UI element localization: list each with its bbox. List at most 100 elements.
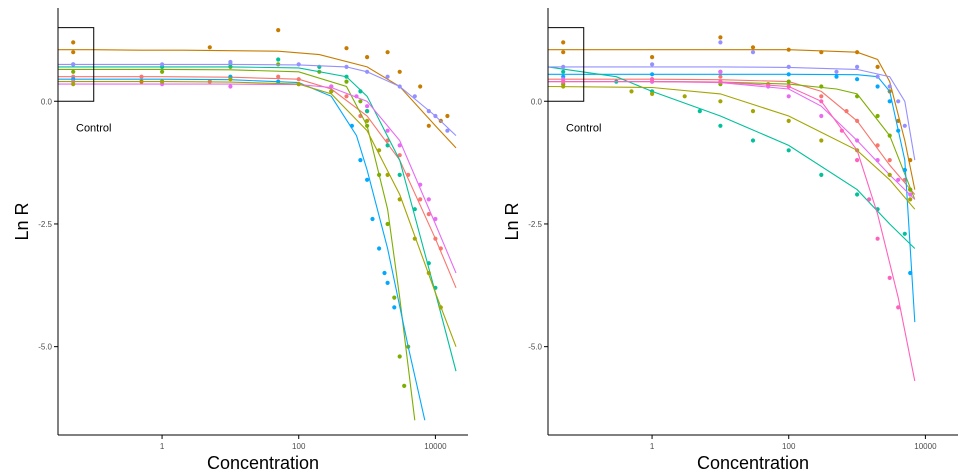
right-data-point-1-5 [819,94,824,99]
left-data-point-4-5 [344,74,349,79]
right-x-ticks: 1 100 10000 [650,435,937,451]
left-data-point-1-11 [406,172,411,177]
left-data-point-3-6 [358,158,363,163]
right-data-point-0-0 [561,50,566,55]
left-x-tick-label-0: 1 [160,442,165,451]
right-data-point-8-3 [786,84,791,89]
left-data-point-6-2 [228,77,233,82]
right-data-point-7-0 [561,64,566,69]
left-data-point-5-10 [426,197,431,202]
left-data-point-1-3 [276,74,281,79]
right-data-point-8-6 [855,158,860,163]
left-data-point-7-11 [445,128,450,133]
left-data-point-5-5 [354,94,359,99]
left-data-point-4-6 [358,89,363,94]
left-data-point-2-12 [402,383,407,388]
right-data-point-3-6 [875,84,880,89]
left-fit-curve-6 [58,81,457,347]
right-data-point-7-6 [855,64,860,69]
right-data-point-4-6 [786,148,791,153]
right-data-point-6-0 [561,84,566,89]
left-data-point-7-3 [296,62,301,67]
right-fit-curve-7 [548,66,916,161]
left-data-point-2-5 [344,79,349,84]
left-data-point-4-9 [397,172,402,177]
right-data-point-3-10 [908,270,913,276]
right-fit-curve-6 [547,85,916,210]
left-data-point-0-10 [426,123,431,128]
right-data-point-6-9 [887,172,892,177]
right-data-point-6-1 [629,89,634,94]
left-fit-curve-0 [58,49,457,149]
left-data-point-4-11 [426,261,431,266]
right-control-label: Control [566,122,601,134]
right-data-point-0-6 [819,50,824,55]
right-data-point-7-3 [750,50,756,55]
left-data-point-2-6 [358,99,363,104]
right-data-point-7-1 [650,62,655,67]
left-data-point-0-3 [207,45,212,50]
left-control-label: Control [76,122,111,134]
right-data-point-8-9 [887,275,892,280]
left-fit-curve-7 [58,63,457,136]
right-data-point-6-7 [819,138,824,143]
right-data-point-6-3 [682,94,687,99]
right-data-point-7-2 [718,40,723,45]
left-data-point-6-11 [438,305,443,310]
left-data-point-2-1 [160,69,165,74]
right-y-axis-title: Ln R [502,202,522,240]
right-data-point-6-5 [750,109,756,114]
right-y-tick-label-0: 0.0 [531,97,543,106]
right-data-point-8-2 [718,79,723,84]
right-data-point-4-3 [697,109,702,114]
right-x-tick-label-1: 100 [782,442,796,451]
left-data-point-0-7 [385,50,390,55]
right-data-point-7-8 [887,84,892,89]
right-panel: Control 0.0 -2.5 -5.0 1 100 10000 Concentrat… [502,8,958,473]
left-data-point-6-8 [397,197,402,202]
left-y-ticks: 0.0 -2.5 -5.0 [38,97,58,352]
right-fit-curve-1 [548,78,916,195]
left-fit-curve-1 [58,76,457,289]
left-data-point-3-9 [377,246,382,251]
right-data-point-5-5 [819,113,824,119]
right-data-marks [547,35,916,382]
left-data-point-0-1 [71,40,76,45]
right-data-point-8-5 [839,128,845,133]
left-data-point-6-6 [377,148,382,153]
left-data-point-0-4 [276,28,281,33]
right-data-point-2-4 [819,84,824,89]
left-data-point-5-6 [365,104,370,109]
left-data-point-0-0 [71,50,76,55]
left-data-point-6-1 [160,79,165,84]
right-fit-curve-5 [548,81,916,200]
left-data-point-5-9 [418,182,423,187]
left-data-point-6-10 [426,270,431,276]
right-data-point-7-7 [875,74,880,79]
left-data-point-1-6 [344,94,349,99]
left-data-point-7-1 [160,62,165,67]
right-data-point-6-2 [650,91,655,96]
right-data-point-0-3 [718,35,723,40]
right-data-point-8-7 [867,197,872,202]
right-y-ticks: 0.0 -2.5 -5.0 [528,97,548,352]
right-data-point-5-6 [855,138,860,143]
left-data-point-4-7 [365,109,370,114]
left-x-tick-label-1: 100 [292,442,306,451]
right-data-point-3-1 [650,72,655,77]
left-data-point-7-4 [344,64,349,69]
left-data-point-5-2 [228,84,233,89]
right-data-point-0-11 [908,158,913,163]
left-data-point-1-4 [296,77,301,82]
right-data-point-4-7 [819,172,824,177]
left-data-point-1-13 [426,212,431,217]
left-data-point-7-9 [426,109,431,114]
right-fit-curve-3 [548,73,916,323]
left-data-point-0-12 [445,113,450,119]
right-data-point-3-3 [786,72,791,77]
right-data-point-1-8 [875,143,880,148]
left-y-axis-title: Ln R [12,202,32,240]
left-data-point-3-11 [385,280,390,285]
right-data-point-0-4 [750,45,756,50]
right-fit-curve-4 [547,66,916,249]
